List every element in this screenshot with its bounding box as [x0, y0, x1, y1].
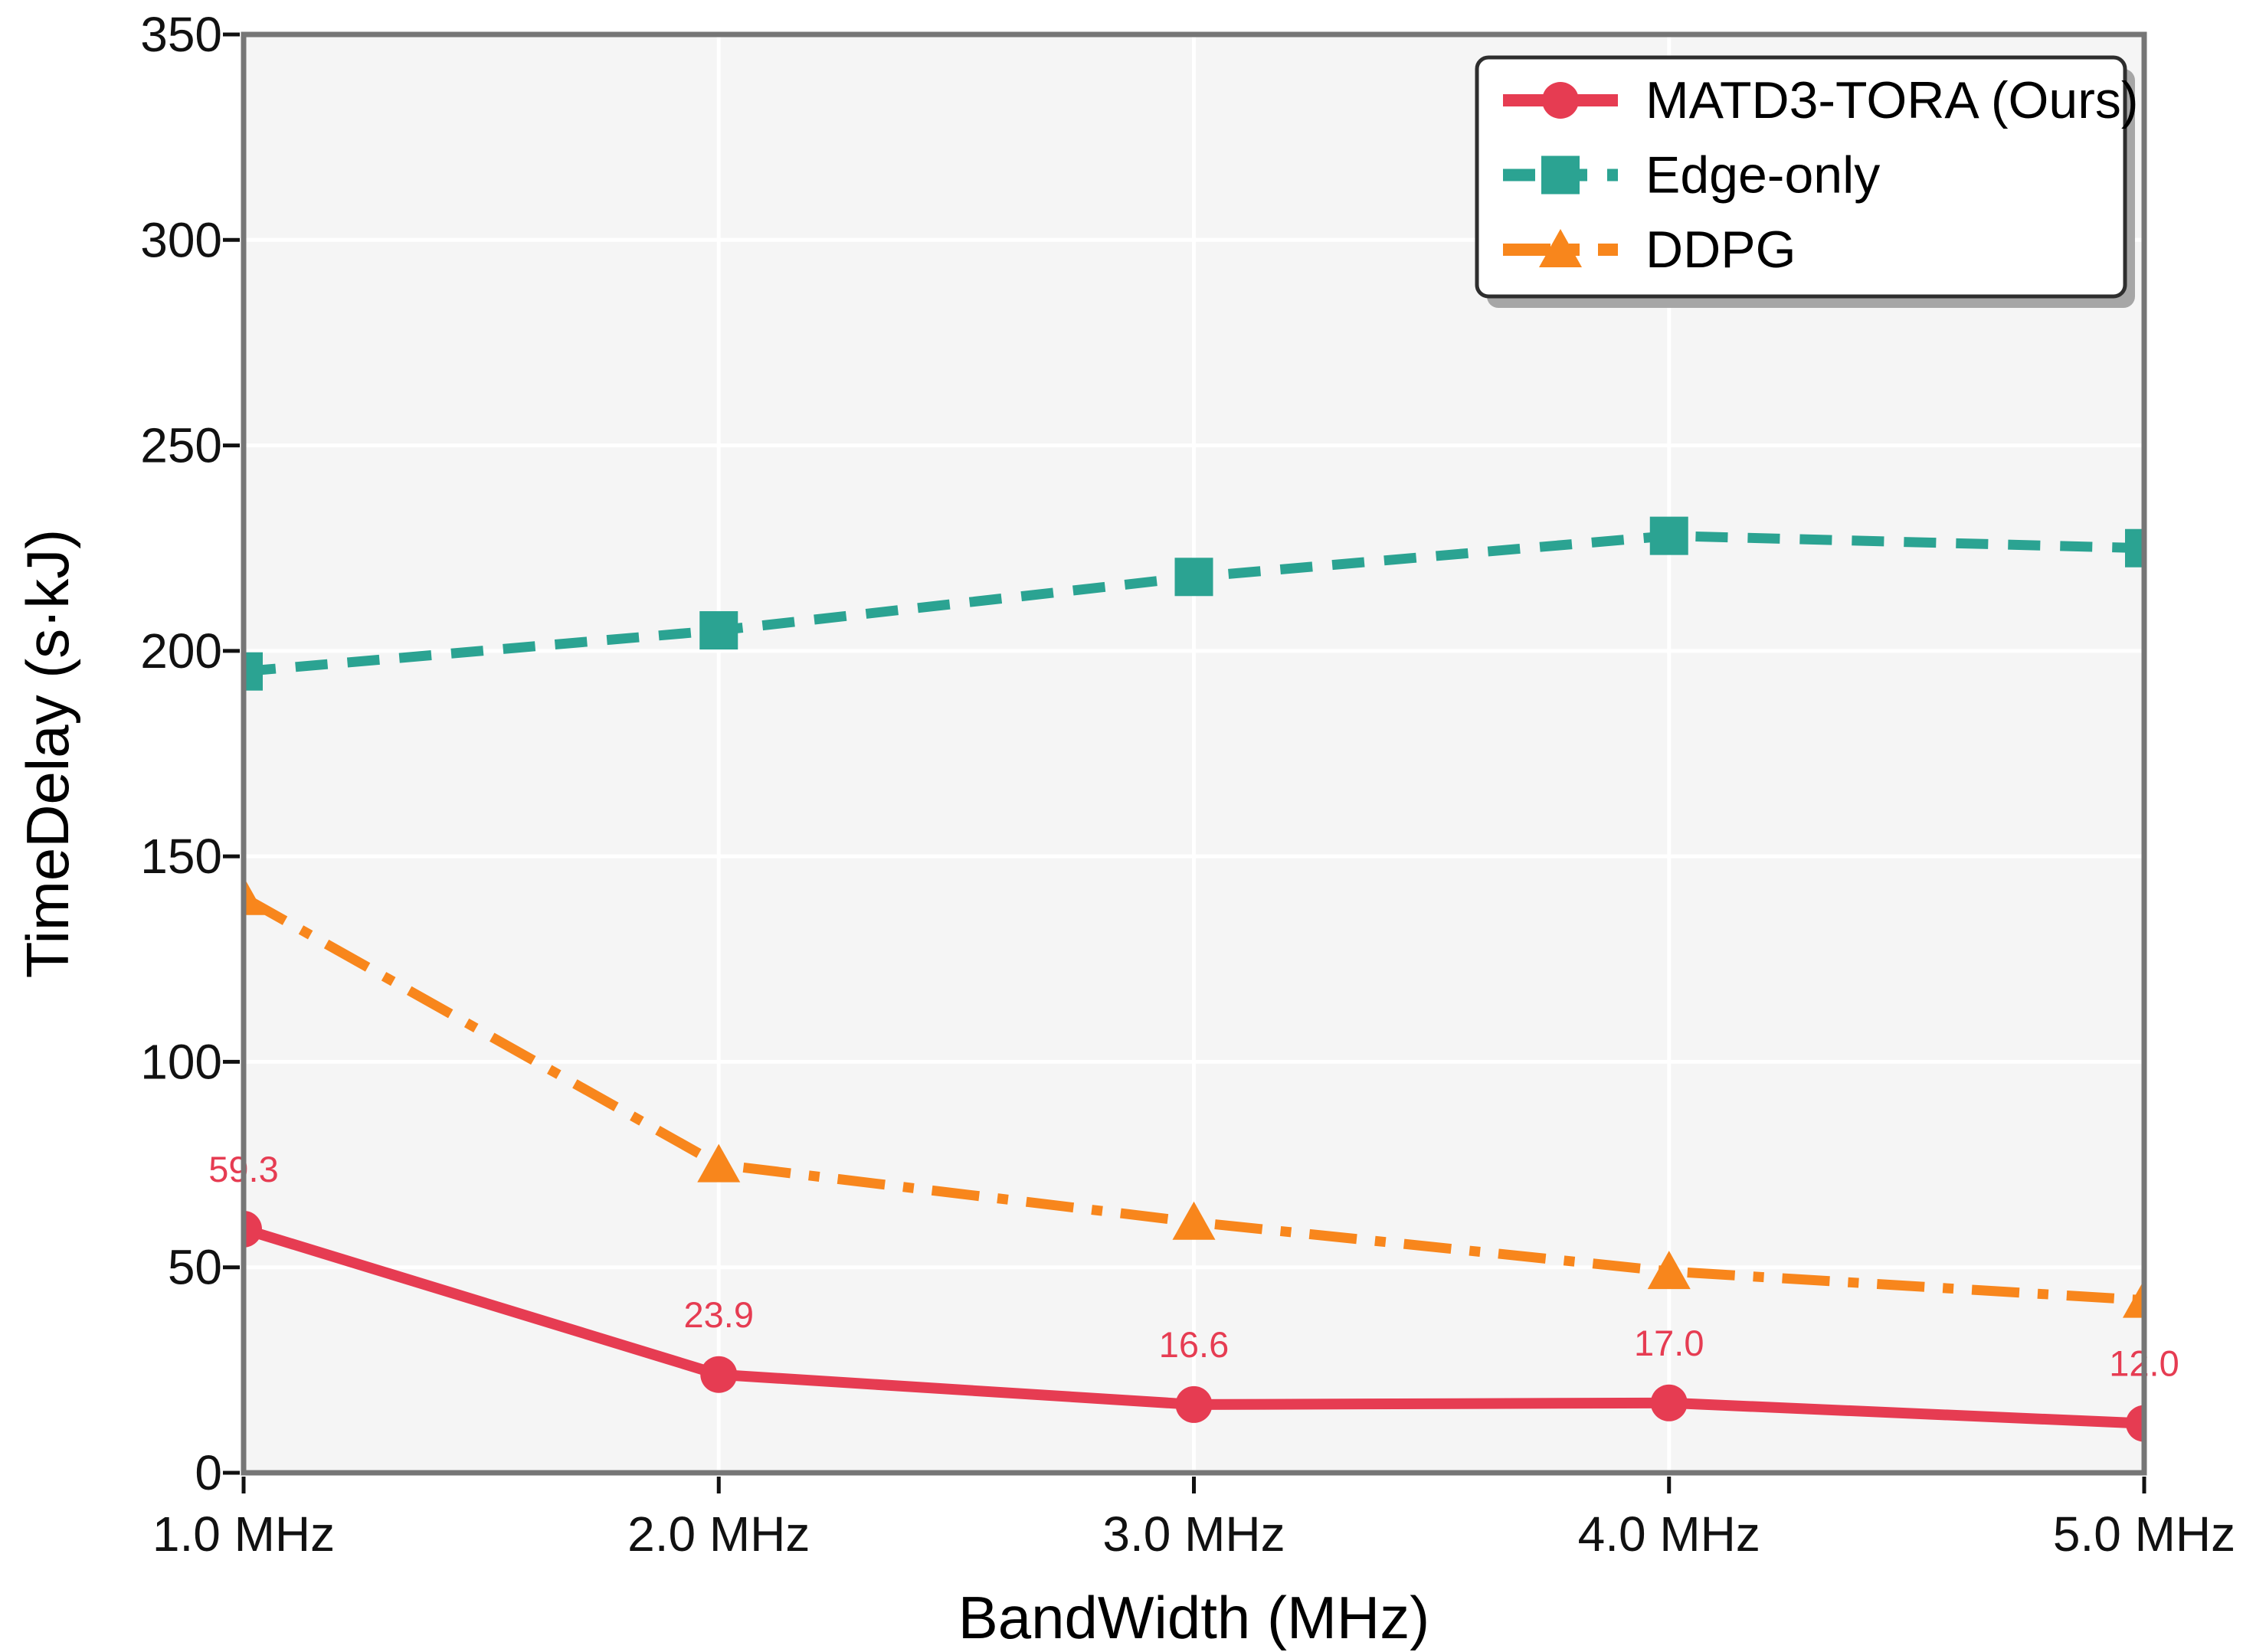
- y-tick-label: 0: [195, 1445, 222, 1500]
- legend-square-marker-icon: [1541, 155, 1580, 195]
- y-tick-label: 300: [140, 212, 222, 267]
- y-tick-label: 150: [140, 829, 222, 884]
- circle-marker: [700, 1356, 738, 1393]
- x-axis-label: BandWidth (MHz): [958, 1584, 1429, 1651]
- circle-marker: [2126, 1405, 2144, 1442]
- y-tick-label: 200: [140, 623, 222, 679]
- square-marker: [699, 611, 738, 650]
- data-point-label: 17.0: [1634, 1323, 1704, 1363]
- triangle-marker: [1172, 1201, 1216, 1240]
- legend-circle-marker-icon: [1542, 82, 1579, 119]
- legend-item: Edge-only: [1503, 146, 1880, 204]
- x-tick-label: 3.0 MHz: [1102, 1506, 1285, 1562]
- circle-marker: [1175, 1385, 1213, 1423]
- x-tick-label: 2.0 MHz: [627, 1506, 810, 1562]
- axes-spines: [241, 31, 2147, 1476]
- y-axis-label: TimeDelay (s·kJ): [14, 529, 81, 978]
- triangle-marker: [244, 876, 265, 915]
- triangle-marker: [2123, 1279, 2144, 1318]
- legend-box: [1475, 55, 2127, 299]
- square-marker: [1174, 558, 1213, 597]
- triangle-marker: [697, 1143, 741, 1183]
- legend-triangle-marker-icon: [1539, 229, 1582, 267]
- square-marker: [244, 652, 263, 691]
- series-matd3-tora-ours: [244, 1210, 2144, 1442]
- square-marker: [1649, 516, 1688, 555]
- series-ddpg: [244, 876, 2144, 1318]
- x-tick-label: 1.0 MHz: [152, 1506, 335, 1562]
- y-tick-label: 50: [168, 1240, 222, 1295]
- legend-item-label: DDPG: [1645, 221, 1796, 279]
- tick-labels: 1.0 MHz 2.0 MHz 3.0 MHz 4.0 MHz 5.0 MHz 0 50 10…: [140, 7, 2235, 1562]
- legend-item: DDPG: [1503, 221, 1796, 279]
- x-tick-label: 5.0 MHz: [2053, 1506, 2235, 1562]
- circle-marker: [244, 1210, 262, 1248]
- circle-marker: [1650, 1384, 1688, 1421]
- series-edge-only: [244, 516, 2144, 691]
- x-tick-label: 4.0 MHz: [1578, 1506, 1760, 1562]
- legend: MATD3-TORA (Ours) Edge-only DDPG: [1475, 55, 2139, 308]
- data-point-label: 16.6: [1159, 1324, 1229, 1365]
- series-group: [244, 516, 2144, 1442]
- tick-marks: [223, 32, 2146, 1493]
- square-marker: [2125, 528, 2144, 568]
- legend-item-label: Edge-only: [1645, 146, 1880, 204]
- y-tick-label: 350: [140, 7, 222, 62]
- y-tick-label: 100: [140, 1034, 222, 1089]
- legend-item: MATD3-TORA (Ours): [1503, 71, 2139, 129]
- legend-item-label: MATD3-TORA (Ours): [1645, 71, 2139, 129]
- y-tick-label: 250: [140, 418, 222, 473]
- data-point-label: 23.9: [684, 1294, 754, 1335]
- triangle-marker: [1647, 1251, 1691, 1290]
